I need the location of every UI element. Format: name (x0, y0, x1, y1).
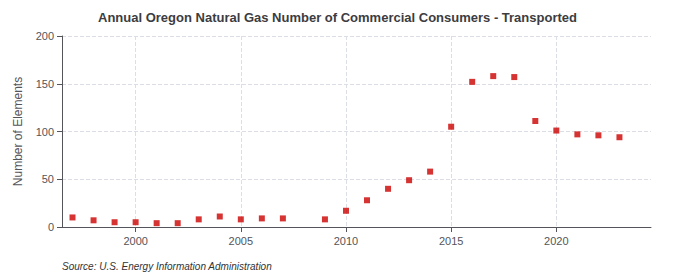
svg-text:Annual Oregon Natural Gas Numb: Annual Oregon Natural Gas Number of Comm… (98, 10, 577, 25)
svg-text:0: 0 (48, 221, 54, 233)
svg-text:2015: 2015 (439, 235, 463, 247)
svg-text:2010: 2010 (334, 235, 358, 247)
svg-text:150: 150 (36, 78, 54, 90)
svg-text:2000: 2000 (123, 235, 147, 247)
svg-text:100: 100 (36, 126, 54, 138)
svg-text:200: 200 (36, 30, 54, 42)
svg-text:Number of Elements: Number of Elements (11, 77, 25, 186)
svg-text:2020: 2020 (544, 235, 568, 247)
svg-text:2005: 2005 (229, 235, 253, 247)
svg-text:Source: U.S. Energy Informatio: Source: U.S. Energy Information Administ… (62, 261, 272, 272)
svg-text:50: 50 (42, 173, 54, 185)
